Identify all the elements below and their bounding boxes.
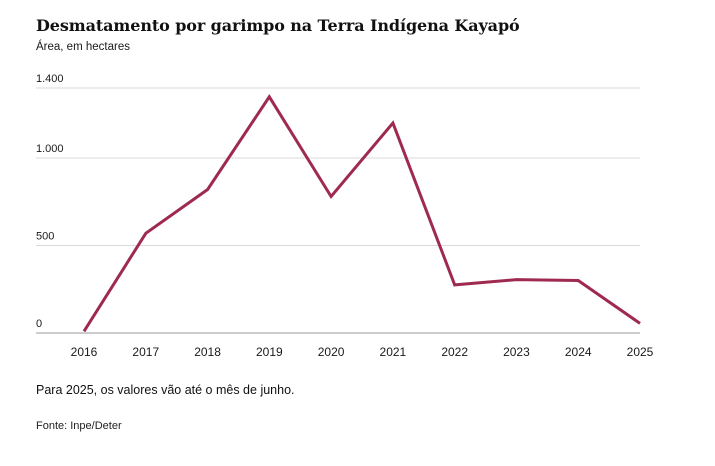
y-axis-tick-label: 1.400 <box>36 73 64 85</box>
chart-annotation: Para 2025, os valores vão até o mês de j… <box>36 383 295 397</box>
data-line-series <box>82 94 641 333</box>
chart-subtitle: Área, em hectares <box>36 41 130 53</box>
chart-title: Desmatamento por garimpo na Terra Indíge… <box>36 16 520 35</box>
line-chart: 0 500 1.000 1.400 2016 2017 2018 2019 2020 2021 20… <box>36 73 654 359</box>
x-axis-tick-label: 2020 <box>318 345 345 359</box>
x-axis-tick-label: 2018 <box>194 345 221 359</box>
x-axis-tick-label: 2024 <box>565 345 592 359</box>
x-axis-tick-label: 2023 <box>503 345 530 359</box>
y-axis-tick-label: 500 <box>36 231 54 243</box>
x-axis-tick-label: 2017 <box>132 345 159 359</box>
x-axis-tick-label: 2016 <box>71 345 98 359</box>
y-axis-tick-label: 1.000 <box>36 143 64 155</box>
x-axis-tick-label: 2021 <box>380 345 407 359</box>
chart-source: Fonte: Inpe/Deter <box>36 420 122 432</box>
x-axis-tick-label: 2019 <box>256 345 283 359</box>
x-axis-tick-label: 2025 <box>627 345 654 359</box>
x-axis-tick-label: 2022 <box>441 345 468 359</box>
y-axis-tick-label: 0 <box>36 318 42 330</box>
